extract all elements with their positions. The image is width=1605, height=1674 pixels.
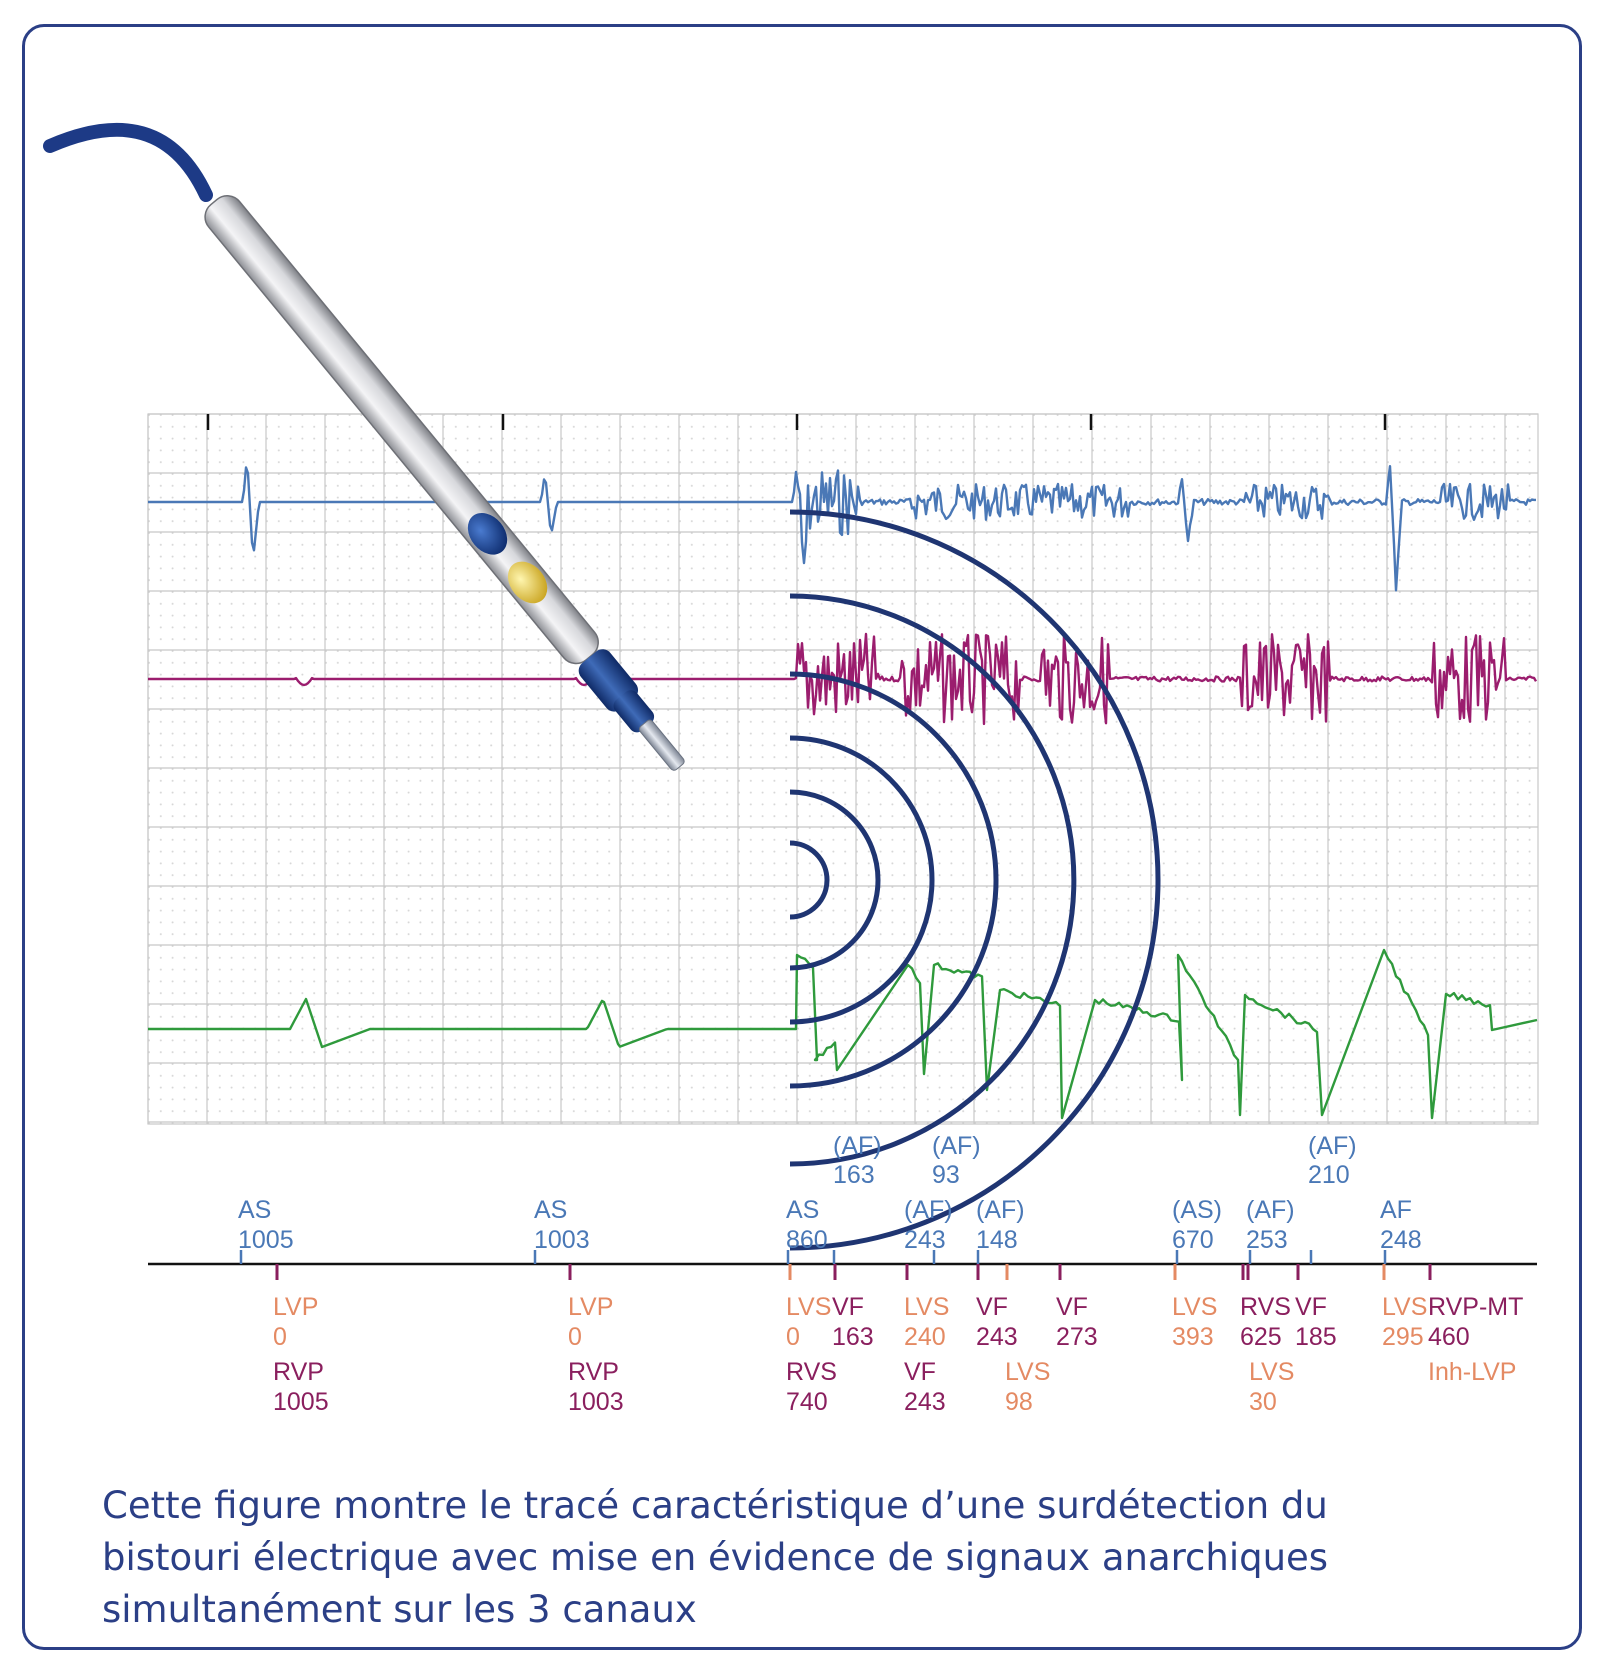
- ventricular-marker-label: LVS: [904, 1293, 949, 1321]
- ventricular-marker-label: RVP-MT: [1428, 1293, 1523, 1321]
- ventricular-marker-value: 240: [904, 1323, 946, 1351]
- ventricular-marker-row2-label: LVS: [1249, 1358, 1294, 1386]
- atrial-marker-upper-label: (AF): [932, 1132, 981, 1160]
- ventricular-marker-value: 393: [1172, 1323, 1214, 1351]
- ventricular-marker-row2-value: 1003: [568, 1388, 624, 1416]
- ventricular-marker-row2-label: LVS: [1005, 1358, 1050, 1386]
- atrial-marker-value: 1003: [534, 1226, 590, 1254]
- marker-ticks: [239, 1250, 1432, 1280]
- radio-wave-arc: [790, 593, 1077, 1167]
- ventricular-marker-row2-label: RVP: [568, 1358, 619, 1386]
- ventricular-marker-label: VF: [1056, 1293, 1088, 1321]
- ventricular-marker-label: LVP: [568, 1293, 613, 1321]
- caption-line: bistouri électrique avec mise en évidenc…: [102, 1536, 1329, 1579]
- ventricular-marker-value: 0: [273, 1323, 287, 1351]
- ventricular-marker-value: 0: [568, 1323, 582, 1351]
- ventricular-marker-label: LVS: [1172, 1293, 1217, 1321]
- atrial-marker-label: (AF): [904, 1196, 953, 1224]
- ventricular-marker-label: VF: [976, 1293, 1008, 1321]
- ventricular-marker-label: VF: [1295, 1293, 1327, 1321]
- atrial-marker-value: 243: [904, 1226, 946, 1254]
- atrial-marker-upper-value: 93: [932, 1161, 960, 1189]
- atrial-marker-value: 248: [1380, 1226, 1422, 1254]
- ventricular-marker-row2-label: Inh-LVP: [1428, 1358, 1516, 1386]
- ventricular-marker-value: 163: [832, 1323, 874, 1351]
- atrial-marker-label: (AS): [1172, 1196, 1222, 1224]
- atrial-marker-upper-value: 163: [833, 1161, 875, 1189]
- ventricular-marker-value: 625: [1240, 1323, 1282, 1351]
- ventricular-marker-label: VF: [832, 1293, 864, 1321]
- ventricular-marker-label: RVS: [1240, 1293, 1291, 1321]
- atrial-marker-value: 670: [1172, 1226, 1214, 1254]
- ventricular-marker-row2-label: RVP: [273, 1358, 324, 1386]
- ventricular-marker-label: LVS: [1382, 1293, 1427, 1321]
- radio-wave-arc: [790, 509, 1161, 1251]
- atrial-marker-value: 148: [976, 1226, 1018, 1254]
- atrial-marker-value: 253: [1246, 1226, 1288, 1254]
- atrial-marker-upper-label: (AF): [833, 1132, 882, 1160]
- radio-wave-arc: [790, 840, 830, 920]
- ventricular-marker-value: 185: [1295, 1323, 1337, 1351]
- rv-channel-trace: [148, 632, 1538, 726]
- radio-waves-icon: [790, 509, 1161, 1251]
- ventricular-marker-row2-value: 740: [786, 1388, 828, 1416]
- radio-wave-arc: [790, 735, 935, 1025]
- ventricular-marker-value: 295: [1382, 1323, 1424, 1351]
- ventricular-marker-row2-value: 1005: [273, 1388, 329, 1416]
- atrial-marker-upper-label: (AF): [1308, 1132, 1357, 1160]
- figure-caption: Cette figure montre le tracé caractérist…: [102, 1480, 1522, 1636]
- atrial-marker-label: AF: [1380, 1196, 1412, 1224]
- atrial-channel-trace: [148, 465, 1536, 592]
- ventricular-marker-row2-value: 30: [1249, 1388, 1277, 1416]
- atrial-marker-value: 860: [786, 1226, 828, 1254]
- ventricular-marker-label: LVS: [786, 1293, 831, 1321]
- marker-labels: (AF)163(AF)93(AF)210AS1005AS1003AS860(AF…: [238, 1132, 1523, 1416]
- radio-wave-arc: [790, 671, 999, 1089]
- ventricular-marker-row2-value: 243: [904, 1388, 946, 1416]
- ventricular-marker-row2-label: RVS: [786, 1358, 837, 1386]
- atrial-marker-label: AS: [534, 1196, 567, 1224]
- ventricular-marker-value: 243: [976, 1323, 1018, 1351]
- atrial-marker-label: (AF): [1246, 1196, 1295, 1224]
- ventricular-marker-label: LVP: [273, 1293, 318, 1321]
- ventricular-marker-value: 273: [1056, 1323, 1098, 1351]
- ventricular-marker-value: 0: [786, 1323, 800, 1351]
- atrial-marker-label: AS: [238, 1196, 271, 1224]
- radio-wave-arc: [790, 789, 881, 971]
- caption-line: simultanément sur les 3 canaux: [102, 1588, 697, 1631]
- atrial-marker-value: 1005: [238, 1226, 294, 1254]
- ventricular-marker-value: 460: [1428, 1323, 1470, 1351]
- ventricular-marker-row2-value: 98: [1005, 1388, 1033, 1416]
- atrial-marker-label: AS: [786, 1196, 819, 1224]
- ventricular-marker-row2-label: VF: [904, 1358, 936, 1386]
- caption-line: Cette figure montre le tracé caractérist…: [102, 1484, 1328, 1527]
- electrosurgical-pen-icon: [43, 122, 685, 771]
- atrial-marker-label: (AF): [976, 1196, 1025, 1224]
- atrial-marker-upper-value: 210: [1308, 1161, 1350, 1189]
